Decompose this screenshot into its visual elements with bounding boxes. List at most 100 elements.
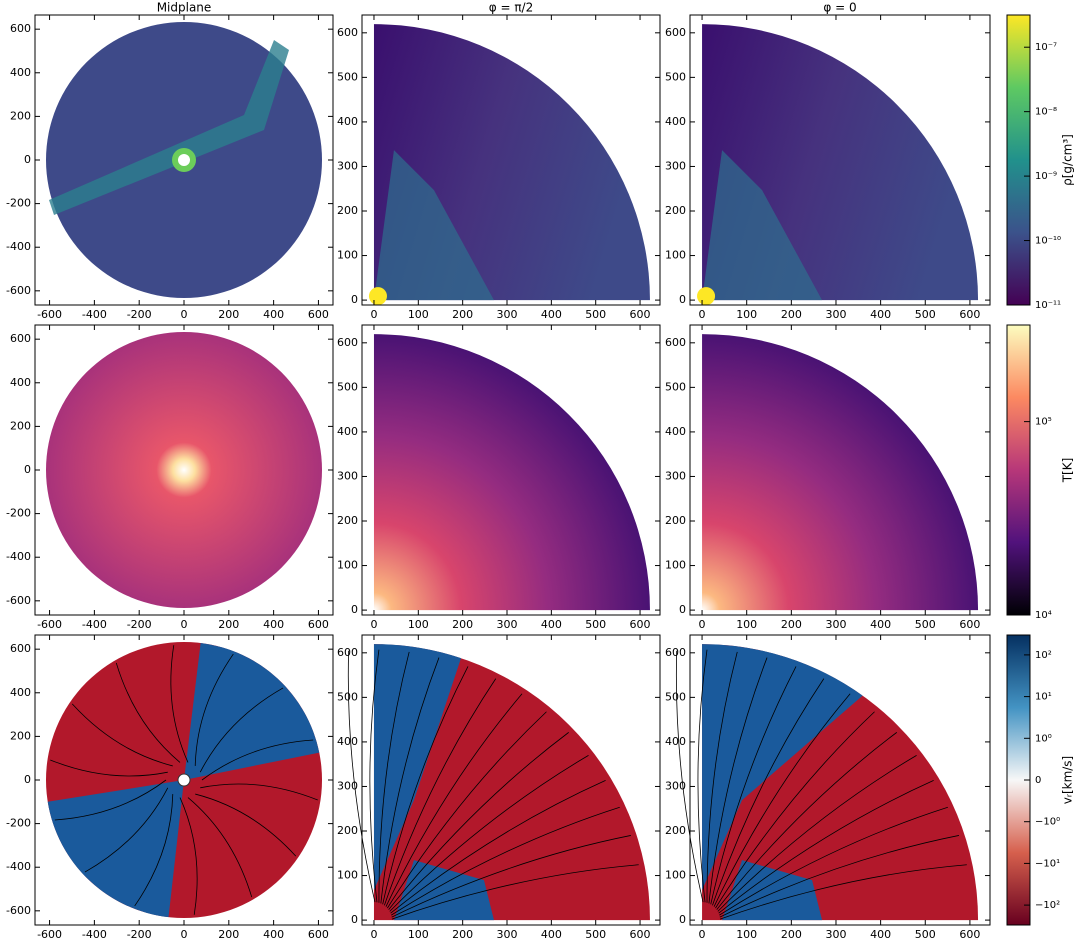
- x-tick-label: 600: [630, 928, 651, 941]
- streamline: [716, 732, 898, 910]
- x-tick-label: 200: [218, 308, 239, 321]
- y-tick-label: 500: [665, 380, 686, 393]
- x-tick-label: 600: [630, 618, 651, 631]
- colorbar-tick-label: 10⁰: [1035, 733, 1052, 744]
- x-tick-label: 300: [497, 618, 518, 631]
- x-tick-label: 0: [181, 618, 188, 631]
- streamline: [719, 806, 948, 916]
- y-tick-label: -600: [6, 904, 31, 917]
- y-tick-label: 300: [337, 159, 358, 172]
- colorbar-tick-label: 10⁵: [1035, 417, 1052, 428]
- column-title: Midplane: [157, 1, 212, 15]
- x-tick-label: 600: [308, 308, 329, 321]
- x-tick-label: 200: [452, 618, 473, 631]
- x-tick-label: -200: [127, 618, 152, 631]
- streamline: [347, 650, 376, 903]
- panel: 0 100 200 300 400 500 600 0 100 200 300 400 500 600: [665, 324, 991, 631]
- y-tick-label: 400: [665, 425, 686, 438]
- x-tick-label: 500: [585, 618, 606, 631]
- streamline: [200, 783, 318, 801]
- x-tick-label: 500: [585, 928, 606, 941]
- streamline: [385, 693, 523, 907]
- x-tick-label: 0: [699, 308, 706, 321]
- x-tick-label: 600: [308, 928, 329, 941]
- x-tick-label: 0: [370, 928, 377, 941]
- y-tick-label: -200: [6, 507, 31, 520]
- x-tick-label: 100: [408, 618, 429, 631]
- streamline: [719, 835, 960, 918]
- streamline: [179, 797, 198, 915]
- streamline: [389, 755, 589, 912]
- streamline: [50, 759, 168, 777]
- x-tick-label: 200: [781, 618, 802, 631]
- x-tick-label: 100: [408, 308, 429, 321]
- y-tick-label: -400: [6, 240, 31, 253]
- field-image: [373, 644, 650, 921]
- y-tick-label: 100: [665, 249, 686, 262]
- y-tick-label: -400: [6, 860, 31, 873]
- x-tick-label: 0: [370, 308, 377, 321]
- y-tick-label: 200: [10, 729, 31, 742]
- outflow-sector: [702, 644, 863, 891]
- x-tick-label: -200: [127, 308, 152, 321]
- y-tick-label: 300: [337, 779, 358, 792]
- y-tick-label: 600: [665, 336, 686, 349]
- y-tick-label: 300: [665, 779, 686, 792]
- axes-frame: [361, 324, 661, 616]
- y-tick-label: 600: [10, 642, 31, 655]
- y-tick-label: 400: [10, 686, 31, 699]
- x-tick-label: 500: [585, 308, 606, 321]
- colorbar-tick-label: 10²: [1035, 650, 1052, 661]
- streamline: [187, 797, 253, 898]
- x-tick-label: 200: [218, 928, 239, 941]
- colorbar-label: vᵣ[km/s]: [1061, 756, 1075, 805]
- y-tick-label: 400: [10, 376, 31, 389]
- axes-frame: [361, 634, 661, 926]
- outflow-sector: [184, 643, 320, 780]
- colorbar-tick-label: 0: [1035, 775, 1041, 786]
- x-tick-label: 100: [408, 928, 429, 941]
- outflow-sector: [722, 860, 823, 921]
- x-tick-label: 600: [959, 618, 980, 631]
- y-tick-label: 200: [337, 204, 358, 217]
- y-tick-label: -400: [6, 550, 31, 563]
- streamline: [391, 835, 631, 918]
- dense-stream: [373, 150, 494, 301]
- x-tick-label: 100: [736, 618, 757, 631]
- y-tick-label: 600: [665, 26, 686, 39]
- streamline: [54, 779, 167, 821]
- y-tick-label: 600: [337, 26, 358, 39]
- y-tick-label: 100: [665, 869, 686, 882]
- streamline: [369, 649, 380, 903]
- x-tick-label: 200: [781, 308, 802, 321]
- streamline: [708, 657, 768, 904]
- column-title: φ = π/2: [489, 1, 534, 15]
- streamline: [378, 651, 410, 903]
- field-image: [373, 334, 650, 611]
- x-tick-label: 200: [781, 928, 802, 941]
- x-tick-label: 400: [541, 618, 562, 631]
- y-tick-label: 200: [10, 419, 31, 432]
- core: [697, 287, 716, 306]
- y-tick-label: 500: [665, 690, 686, 703]
- x-tick-label: 0: [699, 618, 706, 631]
- x-tick-label: 100: [736, 928, 757, 941]
- panel: 0 100 200 300 400 500 600 0 100 200 300 400 500 600: [337, 324, 661, 631]
- field-image: [702, 334, 979, 611]
- y-tick-label: 0: [351, 913, 358, 926]
- y-tick-label: -600: [6, 284, 31, 297]
- y-tick-label: 600: [10, 22, 31, 35]
- streamline: [388, 732, 569, 910]
- y-tick-label: 0: [24, 463, 31, 476]
- colorbar-tick-label: 10⁻⁷: [1035, 42, 1057, 53]
- x-tick-label: -600: [37, 928, 62, 941]
- streamline: [706, 651, 738, 903]
- panel: 0 100 200 300 400 500 600 0 100 200 300 400 500 600: [337, 634, 661, 941]
- streamline: [201, 739, 314, 781]
- y-tick-label: 100: [337, 249, 358, 262]
- field-image: [46, 332, 322, 608]
- y-tick-label: 0: [679, 293, 686, 306]
- x-tick-label: 400: [263, 928, 284, 941]
- column-title: φ = 0: [823, 1, 856, 15]
- streamline: [71, 703, 173, 767]
